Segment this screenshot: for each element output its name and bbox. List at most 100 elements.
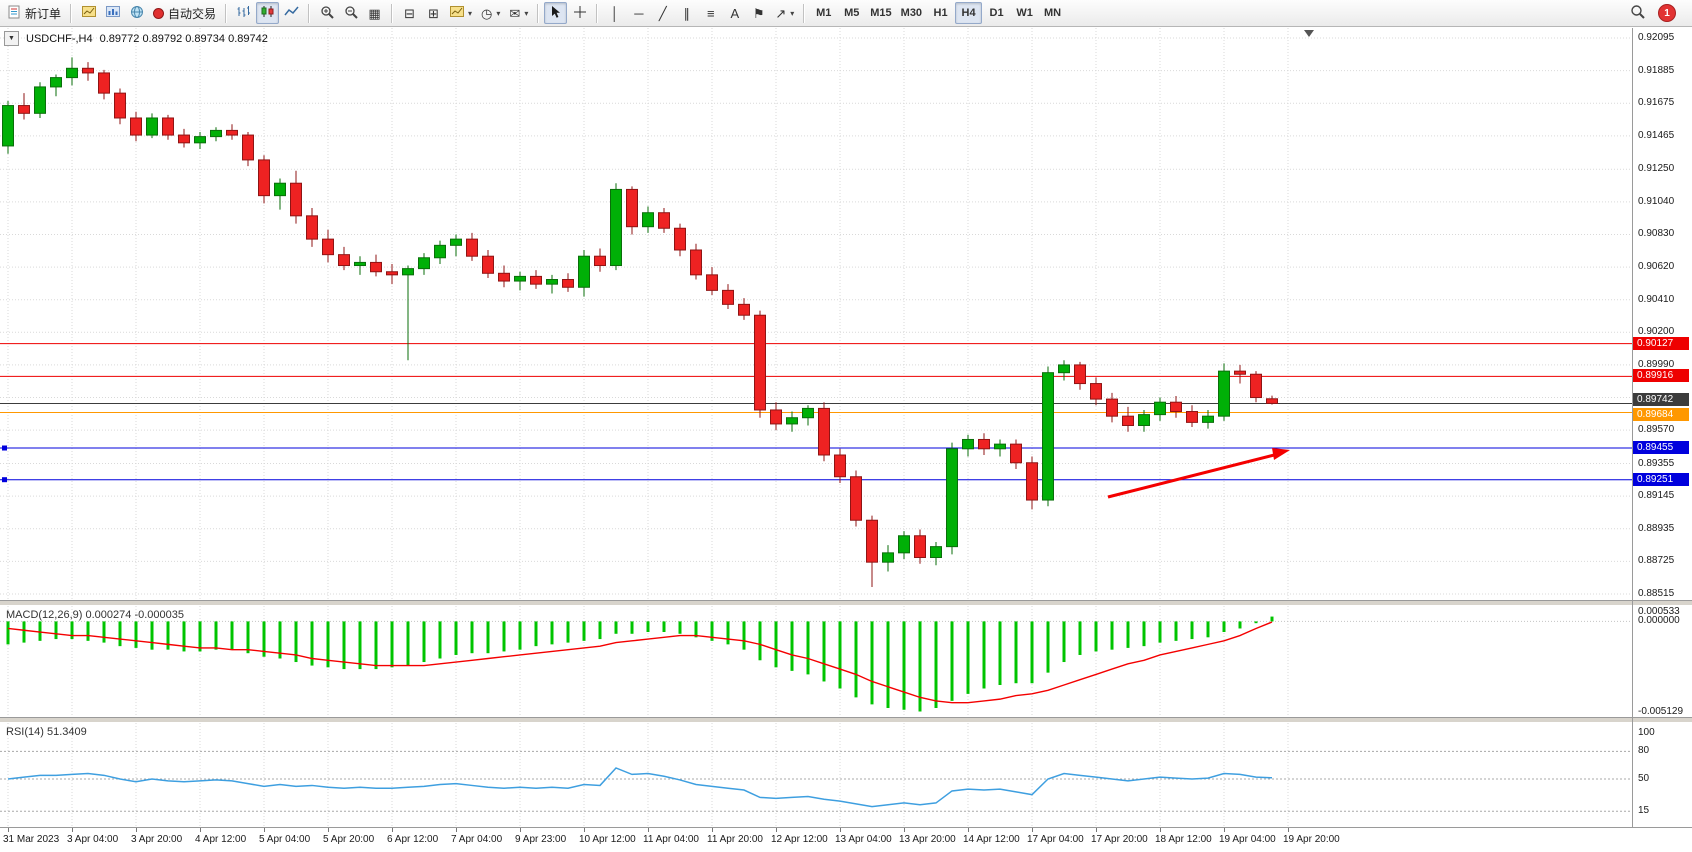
time-tick-label: 4 Apr 12:00 xyxy=(195,834,247,845)
arrows-tool-icon: ↗ xyxy=(775,5,787,21)
candle-body xyxy=(882,552,894,563)
drawing-tools-group: │ ─ ╱ ∥ ≡ A ⚑ ↗ ▾ xyxy=(603,2,798,24)
new-chart-button[interactable] xyxy=(77,2,100,24)
vertical-line-icon: │ xyxy=(610,5,619,21)
timeframe-button-mn[interactable]: MN xyxy=(1039,2,1066,24)
text-label-button[interactable]: ⚑ xyxy=(747,2,770,24)
rsi-value: 51.3409 xyxy=(46,726,87,738)
price-tick-label: 0.90620 xyxy=(1638,261,1675,273)
time-tick-label: 9 Apr 23:00 xyxy=(515,834,567,845)
timeframe-button-w1[interactable]: W1 xyxy=(1011,2,1038,24)
rsi-canvas[interactable] xyxy=(0,723,1632,827)
globe-icon xyxy=(130,5,144,22)
candle-body xyxy=(770,409,782,425)
text-label-icon: ⚑ xyxy=(753,5,765,21)
arrange-windows-button[interactable]: ⊟ xyxy=(398,2,421,24)
fibonacci-retracement-button[interactable]: ≡ xyxy=(699,2,722,24)
candle-body xyxy=(66,67,78,79)
text-tool-button[interactable]: A xyxy=(723,2,746,24)
main-chart-canvas[interactable] xyxy=(0,28,1632,600)
rsi-axis-label: 15 xyxy=(1638,805,1650,817)
cascade-windows-button[interactable]: ⊞ xyxy=(422,2,445,24)
crosshair-button[interactable] xyxy=(568,2,591,24)
candlestick-chart-icon xyxy=(260,5,275,21)
zoom-in-button[interactable] xyxy=(315,2,338,24)
auto-trading-button[interactable]: 自动交易 xyxy=(149,2,220,24)
time-tick xyxy=(904,828,905,832)
clock-icon: ◷ xyxy=(481,5,493,21)
candle-body xyxy=(1090,383,1102,400)
equidistant-channel-button[interactable]: ∥ xyxy=(675,2,698,24)
time-tick-label: 31 Mar 2023 xyxy=(3,834,60,845)
symbol-timeframe-label: USDCHF-,H4 xyxy=(26,32,93,45)
timeframe-button-h1[interactable]: H1 xyxy=(927,2,954,24)
time-tick-label: 11 Apr 04:00 xyxy=(643,834,699,845)
arrange-windows-icon: ⊟ xyxy=(404,5,415,21)
zoom-out-icon xyxy=(344,5,358,22)
price-tick-label: 0.89145 xyxy=(1638,490,1675,502)
candle-body xyxy=(674,227,686,251)
trend-arrow[interactable] xyxy=(1107,448,1290,499)
zoom-out-button[interactable] xyxy=(339,2,362,24)
candles[interactable] xyxy=(2,57,1278,588)
arrows-tool-button[interactable]: ↗ ▾ xyxy=(771,2,798,24)
market-watch-button[interactable] xyxy=(125,2,148,24)
trendline-button[interactable]: ╱ xyxy=(651,2,674,24)
auto-trading-label: 自动交易 xyxy=(168,6,217,21)
time-tick-label: 19 Apr 04:00 xyxy=(1219,834,1276,845)
support-line-lower-handle[interactable] xyxy=(2,477,7,483)
candle-body xyxy=(866,519,878,563)
time-axis[interactable]: 31 Mar 2023 3 Apr 04:00 3 Apr 20:00 4 Apr 1… xyxy=(0,827,1692,852)
price-tick-label: 0.90200 xyxy=(1638,326,1675,338)
price-tick-label: 0.88725 xyxy=(1638,555,1675,567)
panel-separator[interactable] xyxy=(0,717,1692,723)
candle-body xyxy=(946,448,958,548)
time-tick-label: 18 Apr 12:00 xyxy=(1155,834,1212,845)
candle-body xyxy=(594,255,606,267)
vertical-line-button[interactable]: │ xyxy=(603,2,626,24)
candle-body xyxy=(914,535,926,559)
templates-dropdown-button[interactable]: ✉ ▾ xyxy=(505,2,532,24)
chevron-down-icon: ▾ xyxy=(468,8,473,18)
line-chart-icon xyxy=(284,5,299,21)
candle-body xyxy=(1026,462,1038,501)
new-order-button[interactable]: 新订单 xyxy=(4,2,65,24)
new-chart-dropdown-button[interactable]: ▾ xyxy=(446,2,476,24)
text-tool-icon: A xyxy=(730,5,740,21)
timeframe-button-h4[interactable]: H4 xyxy=(955,2,983,24)
price-tick-label: 0.89990 xyxy=(1638,358,1675,370)
line-chart-button[interactable] xyxy=(280,2,303,24)
candle-body xyxy=(482,255,494,274)
timeframe-button-m30[interactable]: M30 xyxy=(897,2,926,24)
candle-body xyxy=(530,275,542,285)
timeframe-button-m5[interactable]: M5 xyxy=(838,2,865,24)
time-tick-label: 3 Apr 20:00 xyxy=(131,834,183,845)
macd-canvas[interactable] xyxy=(0,606,1632,717)
timeframe-button-d1[interactable]: D1 xyxy=(983,2,1010,24)
horizontal-line-button[interactable]: ─ xyxy=(627,2,650,24)
price-tick-label: 0.91885 xyxy=(1638,64,1675,76)
trendline-icon: ╱ xyxy=(658,5,667,21)
chart-shift-marker[interactable] xyxy=(1304,30,1314,37)
one-click-trading-toggle[interactable]: ▼ xyxy=(4,31,19,46)
candlestick-chart-button[interactable] xyxy=(256,2,280,24)
timeframe-button-m15[interactable]: M15 xyxy=(866,2,895,24)
chevron-down-icon: ▾ xyxy=(496,8,501,18)
support-line-upper-handle[interactable] xyxy=(2,445,7,451)
candle-body xyxy=(386,271,398,276)
bar-chart-button[interactable] xyxy=(232,2,255,24)
time-tick-label: 6 Apr 12:00 xyxy=(387,834,439,845)
price-tick-label: 0.91250 xyxy=(1638,163,1675,175)
profiles-button[interactable] xyxy=(101,2,124,24)
panel-separator[interactable] xyxy=(0,600,1692,606)
notification-badge[interactable]: 1 xyxy=(1658,4,1676,22)
timeframe-button-m1[interactable]: M1 xyxy=(810,2,837,24)
price-tick-label: 0.89355 xyxy=(1638,457,1675,469)
tile-windows-button[interactable]: ▦ xyxy=(363,2,386,24)
cursor-button[interactable] xyxy=(544,2,568,24)
search-button[interactable] xyxy=(1626,2,1649,24)
separator xyxy=(70,3,73,23)
time-tick-label: 13 Apr 20:00 xyxy=(899,834,956,845)
cascade-windows-icon: ⊞ xyxy=(428,5,439,21)
periods-dropdown-button[interactable]: ◷ ▾ xyxy=(477,2,504,24)
